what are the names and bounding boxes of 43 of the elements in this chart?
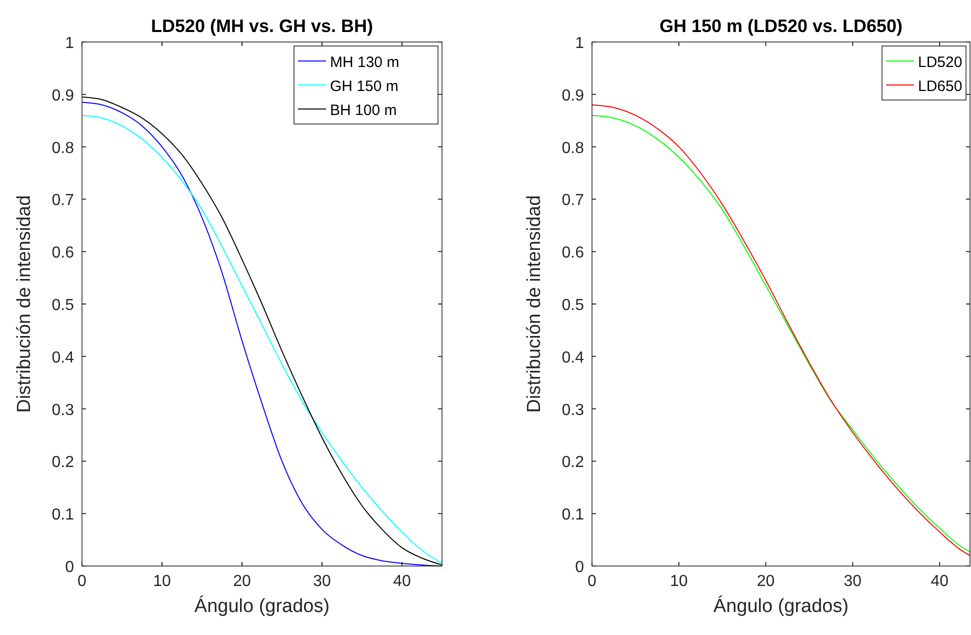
y-tick-label: 0.9 [562, 87, 584, 104]
y-tick-label: 0.8 [562, 140, 584, 157]
y-tick-label: 0.8 [52, 140, 74, 157]
x-axis-title: Ángulo (grados) [194, 595, 330, 617]
x-tick-label: 20 [233, 573, 251, 590]
x-tick-label: 0 [78, 573, 87, 590]
x-tick-label: 20 [756, 573, 775, 590]
y-tick-label: 0.5 [52, 297, 74, 314]
y-tick-label: 0.3 [52, 402, 74, 419]
y-tick-label: 0.7 [562, 192, 584, 210]
legend-label: LD650 [918, 78, 962, 95]
legend-label: BH 100 m [330, 102, 397, 119]
y-tick-label: 0.2 [562, 454, 584, 472]
x-tick-label: 10 [153, 573, 171, 590]
legend-label: GH 150 m [330, 78, 398, 95]
y-tick-label: 0.1 [562, 506, 584, 524]
chart-title: GH 150 m (LD520 vs. LD650) [659, 16, 903, 36]
x-tick-label: 10 [670, 573, 688, 590]
y-tick-label: 0.4 [52, 349, 74, 366]
y-tick-label: 0 [65, 559, 74, 576]
y-tick-label: 0.2 [52, 454, 74, 472]
x-tick-label: 0 [588, 573, 597, 590]
legend-label: LD520 [918, 54, 962, 71]
y-tick-label: 1 [575, 35, 584, 52]
y-tick-label: 0.5 [562, 297, 584, 314]
y-tick-label: 0.6 [562, 244, 584, 262]
y-tick-label: 1 [65, 35, 74, 52]
legend-label: MH 130 m [330, 54, 400, 71]
y-tick-label: 0.6 [52, 244, 74, 262]
y-tick-label: 0.9 [52, 87, 74, 104]
chart-title: LD520 (MH vs. GH vs. BH) [150, 16, 374, 36]
x-axis-title: Ángulo (grados) [713, 595, 849, 617]
y-tick-label: 0.7 [52, 192, 74, 210]
x-tick-label: 40 [393, 573, 411, 590]
y-tick-label: 0.1 [52, 506, 74, 524]
x-tick-label: 30 [844, 573, 862, 590]
x-tick-label: 30 [313, 573, 331, 590]
x-tick-label: 40 [930, 573, 949, 590]
y-axis-title: Distribución de intensidad [524, 195, 545, 413]
y-tick-label: 0.4 [562, 349, 584, 366]
y-tick-label: 0 [575, 559, 584, 576]
y-tick-label: 0.3 [562, 402, 584, 419]
y-axis-title: Distribución de intensidad [14, 195, 35, 413]
